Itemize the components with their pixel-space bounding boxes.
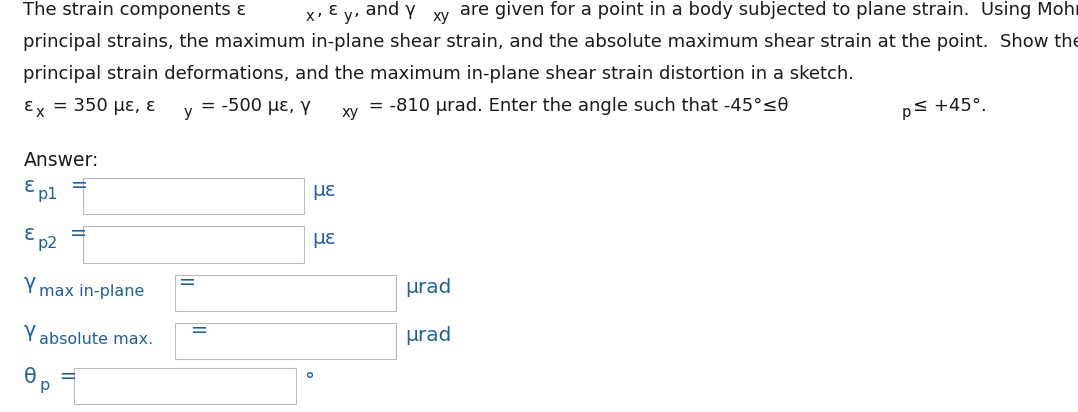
Text: , ε: , ε bbox=[317, 1, 337, 19]
Text: με: με bbox=[312, 181, 335, 200]
Text: principal strain deformations, and the maximum in-plane shear strain distortion : principal strain deformations, and the m… bbox=[24, 65, 855, 83]
Text: γ: γ bbox=[24, 273, 36, 293]
Text: = 350 με, ε: = 350 με, ε bbox=[46, 97, 155, 115]
Text: =: = bbox=[172, 273, 196, 293]
Text: xy: xy bbox=[342, 105, 359, 120]
Text: p: p bbox=[901, 105, 911, 120]
Text: x: x bbox=[305, 9, 314, 24]
Text: μrad: μrad bbox=[405, 278, 452, 297]
Text: =: = bbox=[64, 224, 87, 244]
Text: °: ° bbox=[304, 371, 315, 390]
Text: The strain components ε: The strain components ε bbox=[24, 1, 247, 19]
Text: =: = bbox=[64, 176, 87, 196]
Text: = -810 μrad. Enter the angle such that -45°≤θ: = -810 μrad. Enter the angle such that -… bbox=[363, 97, 789, 115]
Text: y: y bbox=[184, 105, 193, 120]
Text: θ: θ bbox=[24, 367, 37, 387]
Text: p1: p1 bbox=[38, 187, 58, 202]
Text: =: = bbox=[53, 367, 77, 387]
Text: = -500 με, γ: = -500 με, γ bbox=[195, 97, 310, 115]
Text: max in-plane: max in-plane bbox=[39, 284, 144, 299]
Text: ε: ε bbox=[24, 176, 34, 196]
Text: Answer:: Answer: bbox=[24, 152, 99, 171]
Text: absolute max.: absolute max. bbox=[39, 332, 153, 347]
Text: ε: ε bbox=[24, 224, 34, 244]
Text: ≤ +45°.: ≤ +45°. bbox=[913, 97, 986, 115]
Text: =: = bbox=[183, 321, 208, 341]
Text: are given for a point in a body subjected to plane strain.  Using Mohr’s circle,: are given for a point in a body subjecte… bbox=[454, 1, 1078, 19]
Text: ε: ε bbox=[24, 97, 33, 115]
Bar bbox=[175, 275, 397, 311]
Bar bbox=[83, 178, 304, 214]
Bar bbox=[74, 368, 296, 404]
Text: x: x bbox=[36, 105, 44, 120]
Bar bbox=[175, 323, 397, 359]
Text: y: y bbox=[343, 9, 351, 24]
Text: γ: γ bbox=[24, 321, 36, 341]
Text: xy: xy bbox=[432, 9, 450, 24]
Text: p2: p2 bbox=[38, 236, 58, 250]
Text: με: με bbox=[312, 229, 335, 248]
Text: μrad: μrad bbox=[405, 326, 452, 345]
Text: , and γ: , and γ bbox=[355, 1, 416, 19]
Text: p: p bbox=[40, 378, 50, 393]
Text: principal strains, the maximum in-plane shear strain, and the absolute maximum s: principal strains, the maximum in-plane … bbox=[24, 33, 1078, 52]
Bar bbox=[83, 226, 304, 262]
